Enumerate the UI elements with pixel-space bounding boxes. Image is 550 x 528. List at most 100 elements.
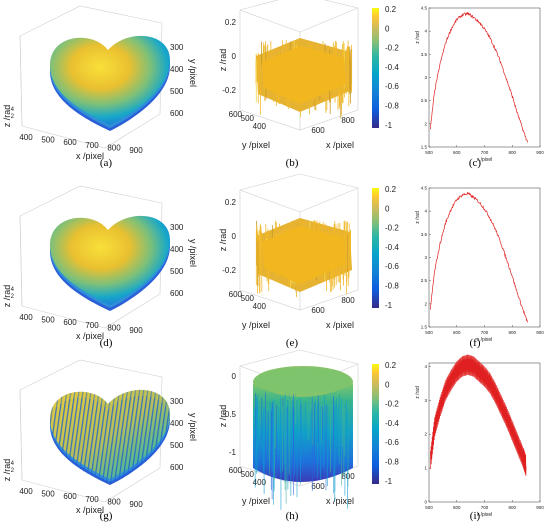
caption-d: (d) — [99, 337, 113, 349]
axes-box-e — [239, 173, 359, 311]
x-tick-i: 500 — [425, 505, 433, 510]
panel-c: 500 600 700 800 900 1.5 2 2.5 3 3.5 4 4.5 x /pixel z … — [415, 6, 544, 164]
y-tick-g: 400 — [170, 419, 184, 428]
x-tick-g: 600 — [63, 492, 77, 501]
x-tick-e: 800 — [341, 296, 355, 305]
x-tick-d: 800 — [107, 323, 121, 332]
x-tick-c: 700 — [481, 150, 489, 155]
y-tick-f: 4.5 — [421, 186, 428, 191]
z-tick-e: 0.2 — [225, 198, 237, 207]
x-tick-d: 500 — [41, 316, 55, 325]
x-label-e: x /pixel — [326, 320, 354, 330]
x-tick-e: 600 — [311, 306, 325, 315]
z-tick-a: 4 — [11, 107, 15, 113]
y-tick-c: 4 — [424, 29, 427, 34]
y-label-i: z /rad — [415, 386, 421, 399]
x-tick-b: 600 — [311, 126, 325, 135]
box-top-edge2-b — [299, 7, 359, 33]
x-label-g: x /pixel — [76, 505, 104, 515]
surface-top-a — [50, 35, 170, 125]
colorbar-tick-h: -1 — [385, 477, 393, 486]
y-label-h: y /pixel — [242, 496, 270, 506]
y-tick-b: 400 — [253, 122, 267, 131]
box-edge-g — [19, 389, 23, 481]
y-tick-g: 600 — [170, 463, 184, 472]
z-label-e: z /rad — [218, 229, 228, 252]
x-tick-g: 500 — [41, 490, 55, 499]
x-tick-g: 700 — [85, 495, 99, 504]
colorbar-tick-h: 0 — [385, 380, 390, 389]
panel-f: 500 600 700 800 900 1.5 2 2.5 3 3.5 4 4.5 x /pixel z … — [415, 186, 544, 344]
z-tick-b: -0.2 — [222, 86, 236, 95]
colorbar-tick-b: 0.2 — [385, 5, 397, 14]
x-tick-c: 800 — [508, 150, 516, 155]
x-tick-a: 900 — [129, 146, 143, 155]
profile-line-c — [430, 11, 528, 143]
colorbar-tick-b: -0.8 — [385, 102, 399, 111]
x-tick-f: 900 — [536, 330, 544, 335]
panel-g: 400 500 600 700 800 900 x /pixel 300 400 500 600 y … — [2, 359, 198, 515]
x-tick-f: 700 — [481, 330, 489, 335]
y-label-d: y /pixel — [188, 239, 198, 267]
y-tick-a: 300 — [170, 43, 184, 52]
x-label-f: x /pixel — [477, 337, 493, 343]
x-label-a: x /pixel — [76, 151, 104, 161]
box-top-edge-e — [239, 189, 301, 213]
z-tick-h: -1 — [229, 448, 237, 457]
colorbar-tick-b: -0.2 — [385, 44, 399, 53]
y-tick-a: 500 — [170, 87, 184, 96]
y-tick-h: 600 — [229, 466, 243, 475]
y-label-g: y /pixel — [188, 413, 198, 441]
y-tick-c: 1.5 — [421, 145, 428, 150]
y-tick-f: 2 — [424, 301, 427, 306]
x-tick-c: 600 — [453, 150, 461, 155]
z-tick-h: 0 — [232, 372, 237, 381]
colorbar-tick-h: -0.8 — [385, 458, 399, 467]
plot-frame-c — [428, 7, 541, 148]
y-tick-c: 2.5 — [421, 98, 428, 103]
y-tick-e: 600 — [229, 290, 243, 299]
y-tick-i: 0 — [424, 500, 427, 505]
profile-line-i — [430, 354, 527, 476]
noise-core-e — [262, 226, 346, 284]
y-tick-e: 400 — [253, 302, 267, 311]
z-tick-b: 0.2 — [225, 18, 237, 27]
y-tick-f: 3 — [424, 255, 427, 260]
colorbar-tick-e: -0.8 — [385, 282, 399, 291]
z-tick-e: -0.2 — [222, 266, 236, 275]
y-tick-b: 500 — [241, 114, 255, 123]
axes-box-d — [19, 185, 163, 329]
x-tick-c: 900 — [536, 150, 544, 155]
y-tick-d: 500 — [170, 267, 184, 276]
y-label-f: z /rad — [415, 211, 421, 224]
y-tick-h: 500 — [241, 470, 255, 479]
y-tick-a: 400 — [170, 65, 184, 74]
x-label-c: x /pixel — [477, 157, 493, 163]
caption-e: (e) — [285, 337, 299, 349]
x-tick-d: 700 — [85, 321, 99, 330]
colorbar-tick-e: -1 — [385, 301, 393, 310]
x-tick-i: 800 — [508, 505, 516, 510]
z-tick-h: -0.5 — [222, 410, 236, 419]
x-tick-a: 400 — [19, 133, 33, 142]
colorbar-b — [372, 8, 379, 128]
y-tick-f: 4 — [424, 209, 427, 214]
x-tick-f: 500 — [425, 330, 433, 335]
x-tick-a: 500 — [41, 136, 55, 145]
panel-d: 400 500 600 700 800 900 x /pixel 300 400 500 600 y … — [2, 185, 198, 341]
y-tick-a: 600 — [170, 109, 184, 118]
x-tick-f: 800 — [508, 330, 516, 335]
box-top-edge-b — [239, 9, 301, 33]
y-tick-c: 4.5 — [421, 6, 428, 11]
colorbar-tick-e: -0.4 — [385, 243, 399, 252]
error-surface-h — [253, 366, 353, 510]
z-tick-a: 2 — [11, 114, 15, 120]
noise-surface-b — [255, 38, 353, 119]
x-label-i: x /pixel — [477, 512, 493, 518]
z-tick-g: 4 — [11, 461, 15, 467]
x-tick-a: 800 — [107, 143, 121, 152]
colorbar-tick-e: 0.2 — [385, 185, 397, 194]
colorbar-tick-b: -0.6 — [385, 82, 399, 91]
